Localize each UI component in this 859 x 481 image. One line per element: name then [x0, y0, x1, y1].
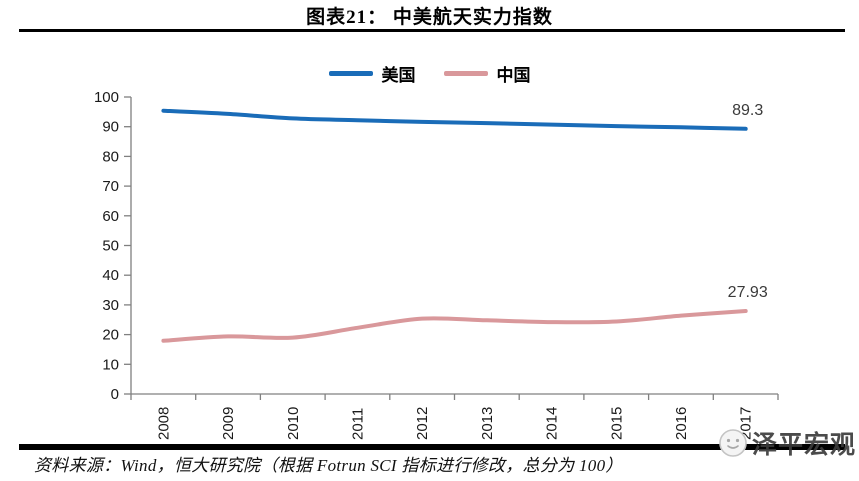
- legend-label-us: 美国: [381, 66, 416, 85]
- x-tick-label: 2011: [350, 408, 367, 440]
- legend-swatch-us: [328, 71, 373, 76]
- zeping-logo-icon: [719, 429, 747, 457]
- y-tick-label: 70: [102, 178, 119, 195]
- x-tick-label: 2012: [414, 407, 431, 440]
- y-tick-label: 40: [102, 267, 119, 284]
- series-end-label-0: 89.3: [732, 102, 763, 119]
- title-underline: [19, 29, 845, 32]
- x-tick-label: 2010: [285, 407, 302, 440]
- x-tick-label: 2015: [608, 407, 625, 440]
- y-tick-label: 0: [111, 386, 119, 403]
- y-tick-label: 20: [102, 327, 119, 344]
- legend-item-cn: 中国: [443, 61, 531, 86]
- series-line-1: [161, 309, 748, 343]
- x-tick-label: 2008: [155, 407, 172, 440]
- legend-swatch-cn: [443, 71, 488, 76]
- y-tick-label: 90: [102, 119, 119, 136]
- legend-label-cn: 中国: [496, 66, 531, 85]
- x-tick-label: 2014: [544, 407, 561, 440]
- watermark: 泽平宏观: [717, 425, 856, 461]
- bottom-divider-bar: [19, 444, 845, 450]
- x-tick-label: 2009: [220, 407, 237, 440]
- legend-item-us: 美国: [328, 61, 416, 86]
- series-line-0: [161, 108, 748, 131]
- watermark-text: 泽平宏观: [751, 432, 856, 459]
- x-tick-label: 2013: [479, 407, 496, 440]
- chart-legend: 美国 中国: [0, 61, 859, 86]
- series-end-label-1: 27.93: [728, 284, 768, 301]
- y-tick-label: 50: [102, 238, 119, 255]
- y-tick-label: 30: [102, 297, 119, 314]
- y-tick-label: 60: [102, 208, 119, 225]
- source-note: 资料来源：Wind，恒大研究院（根据 Fotrun SCI 指标进行修改，总分为…: [34, 456, 623, 475]
- y-tick-label: 80: [102, 148, 119, 165]
- y-tick-label: 10: [102, 356, 119, 373]
- chart-title: 图表21： 中美航天实力指数: [306, 7, 553, 28]
- x-tick-label: 2016: [673, 407, 690, 440]
- y-tick-label: 100: [94, 89, 119, 106]
